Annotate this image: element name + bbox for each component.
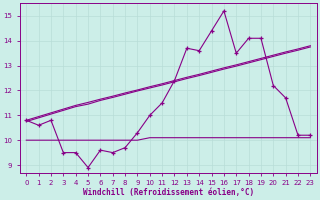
- X-axis label: Windchill (Refroidissement éolien,°C): Windchill (Refroidissement éolien,°C): [83, 188, 254, 197]
